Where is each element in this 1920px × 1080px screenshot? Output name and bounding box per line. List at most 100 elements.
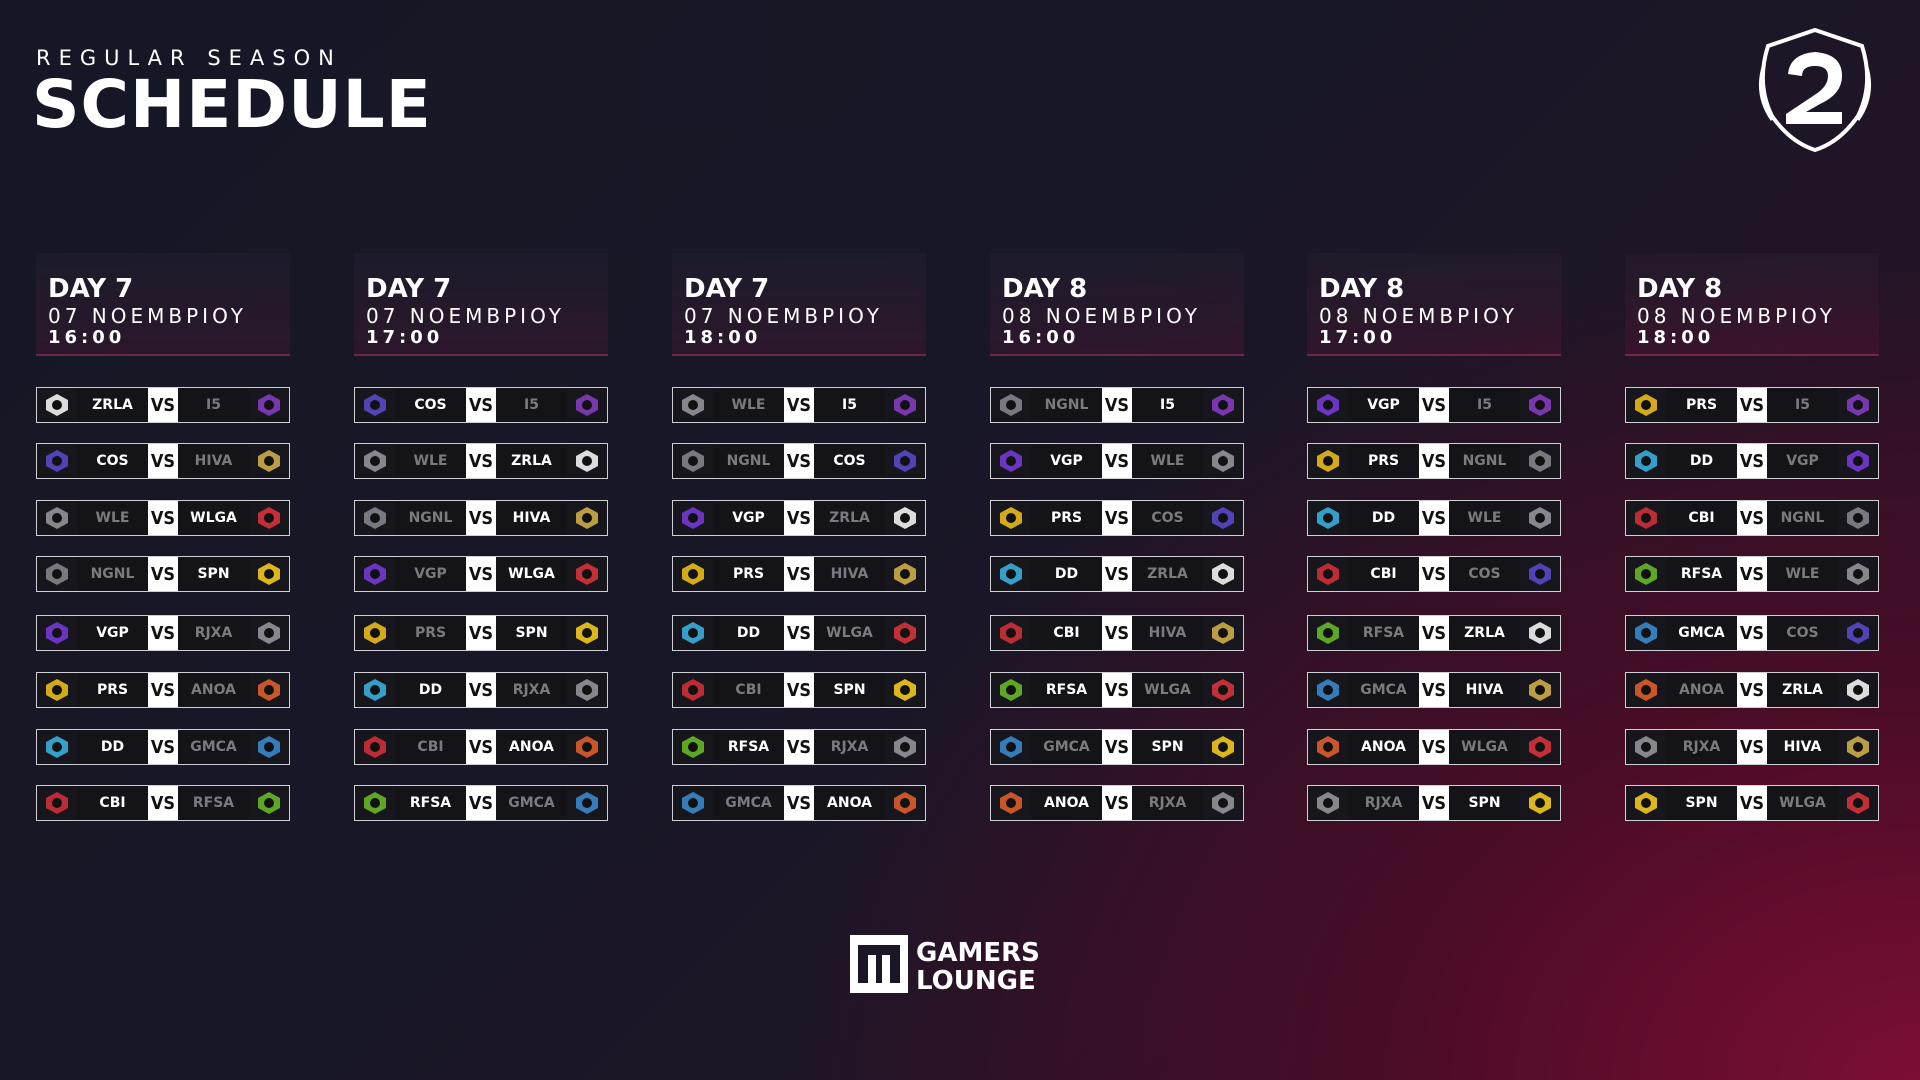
- cbi-red-dragon-icon: [1626, 501, 1666, 535]
- vgp-void-logo-icon: [355, 557, 395, 591]
- match-row: DD VS GMCA: [36, 729, 290, 765]
- day-label: DAY 7: [684, 274, 770, 304]
- rfsa-r-logo-icon: [1626, 557, 1666, 591]
- team-home-name: WLE: [395, 444, 466, 478]
- vs-label: VS: [148, 388, 178, 422]
- team-home-name: DD: [1031, 557, 1102, 591]
- team-home-name: RFSA: [713, 730, 784, 764]
- team-home-name: WLE: [77, 501, 148, 535]
- zrla-slash-logo-icon: [1838, 673, 1878, 707]
- spn-pacman-icon: [1520, 786, 1560, 820]
- wle-lion-icon: [1838, 557, 1878, 591]
- team-home-name: DD: [77, 730, 148, 764]
- team-away-name: RJXA: [1132, 786, 1203, 820]
- vs-label: VS: [1102, 673, 1132, 707]
- gamers-lounge-logo-icon: GAMERS LOUNGE: [850, 935, 1040, 995]
- gmca-logo-icon: [991, 730, 1031, 764]
- prs-yellow-beast-icon: [991, 501, 1031, 535]
- gmca-logo-icon: [673, 786, 713, 820]
- rjxa-logo-icon: [567, 673, 607, 707]
- prs-yellow-beast-icon: [1626, 388, 1666, 422]
- vs-label: VS: [784, 557, 814, 591]
- gmca-logo-icon: [567, 786, 607, 820]
- vs-label: VS: [1737, 673, 1767, 707]
- day-date: 08 NOEMBPIOY: [1002, 304, 1201, 328]
- ngnl-text-logo-icon: [1520, 444, 1560, 478]
- team-away-name: WLGA: [1449, 730, 1520, 764]
- team-home-name: PRS: [1031, 501, 1102, 535]
- vs-label: VS: [466, 616, 496, 650]
- match-row: RFSA VS WLE: [1625, 556, 1879, 592]
- day-column: DAY 7 07 NOEMBPIOY 16:00 ZRLA VS I5 COS VS HIVA W…: [36, 253, 290, 821]
- vs-label: VS: [1102, 557, 1132, 591]
- team-home-name: GMCA: [1348, 673, 1419, 707]
- team-away-name: NGNL: [1449, 444, 1520, 478]
- match-row: WLE VS ZRLA: [354, 443, 608, 479]
- vs-label: VS: [466, 388, 496, 422]
- anoa-eagle-icon: [567, 730, 607, 764]
- vs-label: VS: [1737, 501, 1767, 535]
- hiva-h-logo-icon: [1520, 673, 1560, 707]
- team-home-name: RFSA: [395, 786, 466, 820]
- team-away-name: ZRLA: [1132, 557, 1203, 591]
- team-home-name: PRS: [1348, 444, 1419, 478]
- day-label: DAY 7: [366, 274, 452, 304]
- match-row: DD VS ZRLA: [990, 556, 1244, 592]
- vs-label: VS: [784, 616, 814, 650]
- team-home-name: NGNL: [713, 444, 784, 478]
- hiva-h-logo-icon: [1838, 730, 1878, 764]
- team-home-name: RFSA: [1031, 673, 1102, 707]
- rjxa-logo-icon: [1203, 786, 1243, 820]
- vs-label: VS: [148, 557, 178, 591]
- match-row: COS VS HIVA: [36, 443, 290, 479]
- match-row: CBI VS SPN: [672, 672, 926, 708]
- vgp-void-logo-icon: [673, 501, 713, 535]
- wle-lion-icon: [355, 444, 395, 478]
- cos-hooded-figure-icon: [885, 444, 925, 478]
- vgp-void-logo-icon: [991, 444, 1031, 478]
- vs-label: VS: [148, 444, 178, 478]
- team-away-name: I5: [178, 388, 249, 422]
- team-away-name: WLGA: [1132, 673, 1203, 707]
- team-home-name: GMCA: [713, 786, 784, 820]
- team-away-name: HIVA: [1132, 616, 1203, 650]
- ngnl-text-logo-icon: [355, 501, 395, 535]
- team-home-name: CBI: [1031, 616, 1102, 650]
- team-home-name: WLE: [713, 388, 784, 422]
- rfsa-r-logo-icon: [991, 673, 1031, 707]
- vs-label: VS: [466, 501, 496, 535]
- match-row: ANOA VS RJXA: [990, 785, 1244, 821]
- prs-yellow-beast-icon: [355, 616, 395, 650]
- match-row: PRS VS COS: [990, 500, 1244, 536]
- cos-hooded-figure-icon: [1520, 557, 1560, 591]
- team-home-name: RJXA: [1348, 786, 1419, 820]
- vs-label: VS: [1102, 444, 1132, 478]
- day-label: DAY 8: [1637, 274, 1723, 304]
- cbi-red-dragon-icon: [37, 786, 77, 820]
- team-away-name: COS: [1767, 616, 1838, 650]
- vgp-void-logo-icon: [1838, 444, 1878, 478]
- dd-d-logo-icon: [991, 557, 1031, 591]
- team-away-name: I5: [1132, 388, 1203, 422]
- dd-d-logo-icon: [37, 730, 77, 764]
- rfsa-r-logo-icon: [249, 786, 289, 820]
- team-away-name: WLE: [1132, 444, 1203, 478]
- match-row: CBI VS RFSA: [36, 785, 290, 821]
- team-home-name: ANOA: [1666, 673, 1737, 707]
- team-home-name: NGNL: [395, 501, 466, 535]
- team-home-name: PRS: [1666, 388, 1737, 422]
- team-home-name: GMCA: [1031, 730, 1102, 764]
- match-row: ZRLA VS I5: [36, 387, 290, 423]
- match-row: RJXA VS HIVA: [1625, 729, 1879, 765]
- team-away-name: ZRLA: [496, 444, 567, 478]
- team-away-name: VGP: [1767, 444, 1838, 478]
- vs-label: VS: [1102, 730, 1132, 764]
- day-time: 16:00: [48, 327, 126, 348]
- match-row: DD VS VGP: [1625, 443, 1879, 479]
- team-away-name: HIVA: [1449, 673, 1520, 707]
- match-row: GMCA VS SPN: [990, 729, 1244, 765]
- wle-lion-icon: [37, 501, 77, 535]
- day-column: DAY 8 08 NOEMBPIOY 18:00 PRS VS I5 DD VS VGP CBI V…: [1625, 253, 1879, 821]
- match-row: PRS VS ANOA: [36, 672, 290, 708]
- day-header: DAY 7 07 NOEMBPIOY 18:00: [672, 253, 926, 356]
